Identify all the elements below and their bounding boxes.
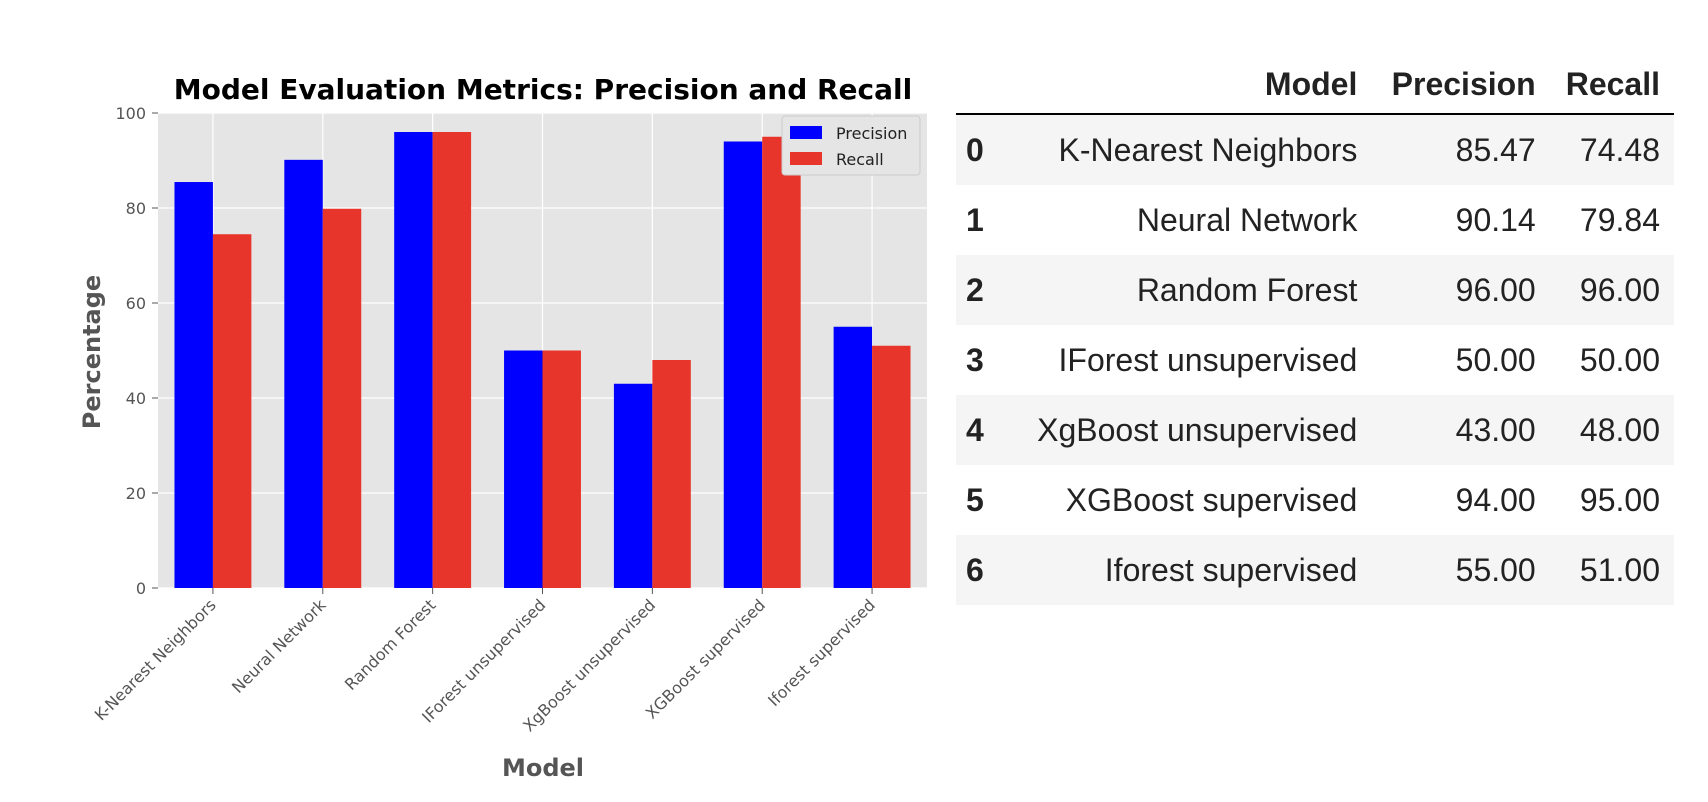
bar-recall-1: [322, 208, 362, 588]
table-header-row: Model Precision Recall: [956, 55, 1674, 115]
bar-recall-5: [762, 136, 801, 588]
table-row: 3 IForest unsupervised 50.00 50.00: [956, 325, 1674, 395]
bar-chart: 0 20 40 60 80 100 K-Nearest Neighbors Neural Ne…: [78, 73, 927, 782]
row-index: 1: [966, 201, 984, 238]
legend: Precision Recall: [781, 115, 921, 176]
bar-precision-3: [504, 350, 543, 588]
bar-precision-1: [284, 159, 323, 588]
precision-cell: 96.00: [1455, 271, 1536, 308]
row-index: 4: [966, 411, 984, 448]
y-axis-title: Percentage: [78, 275, 106, 429]
model-cell: XgBoost unsupervised: [1037, 411, 1358, 448]
bar-recall-3: [542, 350, 581, 588]
recall-cell: 50.00: [1579, 341, 1660, 378]
x-tick-label: Iforest supervised: [764, 595, 879, 710]
x-tick-label: IForest unsupervised: [418, 595, 549, 726]
table-row: 4 XgBoost unsupervised 43.00 48.00: [956, 395, 1674, 465]
bar-precision-4: [613, 383, 653, 588]
table-row: 6 Iforest supervised 55.00 51.00: [956, 535, 1674, 605]
x-tick-label: Neural Network: [228, 595, 330, 697]
table-row: 1 Neural Network 90.14 79.84: [956, 185, 1674, 255]
y-tick-label: 0: [136, 579, 146, 598]
bar-recall-2: [432, 132, 472, 588]
recall-cell: 51.00: [1579, 551, 1660, 588]
legend-swatch-recall: [790, 152, 822, 165]
y-tick-label: 40: [126, 389, 146, 408]
x-tick-label: K-Nearest Neighbors: [91, 595, 220, 724]
recall-cell: 79.84: [1579, 201, 1660, 238]
recall-cell: 96.00: [1579, 271, 1660, 308]
row-index: 0: [966, 131, 984, 168]
precision-cell: 50.00: [1455, 341, 1536, 378]
model-header: Model: [1001, 55, 1372, 115]
recall-cell: 74.48: [1579, 131, 1660, 168]
y-tick-label: 100: [115, 104, 146, 123]
chart-title: Model Evaluation Metrics: Precision and …: [174, 73, 913, 106]
results-table: Model Precision Recall 0 K-Nearest Neighb…: [956, 55, 1674, 605]
bar-precision-2: [394, 132, 433, 588]
bar-recall-4: [652, 360, 691, 588]
x-tick-label: Random Forest: [341, 595, 440, 694]
model-cell: IForest unsupervised: [1058, 341, 1358, 378]
bars: [174, 132, 911, 588]
bar-precision-0: [174, 182, 213, 588]
table-row: 0 K-Nearest Neighbors 85.47 74.48: [956, 114, 1674, 185]
row-index: 3: [966, 341, 984, 378]
bar-precision-5: [723, 141, 763, 588]
model-cell: K-Nearest Neighbors: [1058, 131, 1358, 168]
x-tick-label: XGBoost supervised: [642, 595, 769, 722]
precision-cell: 85.47: [1455, 131, 1536, 168]
model-cell: Neural Network: [1136, 201, 1358, 238]
precision-header: Precision: [1371, 55, 1550, 115]
precision-cell: 90.14: [1455, 201, 1536, 238]
recall-cell: 48.00: [1579, 411, 1660, 448]
y-tick-label: 80: [126, 199, 146, 218]
recall-header: Recall: [1549, 55, 1674, 115]
row-index: 2: [966, 271, 984, 308]
table-row: 5 XGBoost supervised 94.00 95.00: [956, 465, 1674, 535]
y-tick-label: 60: [126, 294, 146, 313]
bar-recall-0: [212, 234, 252, 588]
recall-cell: 95.00: [1579, 481, 1660, 518]
row-index: 6: [966, 551, 984, 588]
legend-label-recall: Recall: [836, 150, 884, 169]
bar-recall-6: [872, 345, 911, 588]
legend-swatch-precision: [790, 126, 822, 139]
model-cell: Random Forest: [1136, 271, 1358, 308]
x-axis-title: Model: [502, 754, 584, 782]
bar-precision-6: [833, 326, 873, 588]
legend-label-precision: Precision: [836, 124, 907, 143]
index-header: [956, 55, 1002, 115]
model-cell: Iforest supervised: [1104, 551, 1358, 588]
model-cell: XGBoost supervised: [1065, 481, 1358, 518]
row-index: 5: [966, 481, 984, 518]
table-row: 2 Random Forest 96.00 96.00: [956, 255, 1674, 325]
y-tick-label: 20: [126, 484, 146, 503]
precision-cell: 43.00: [1455, 411, 1536, 448]
precision-cell: 94.00: [1455, 481, 1536, 518]
precision-cell: 55.00: [1455, 551, 1536, 588]
